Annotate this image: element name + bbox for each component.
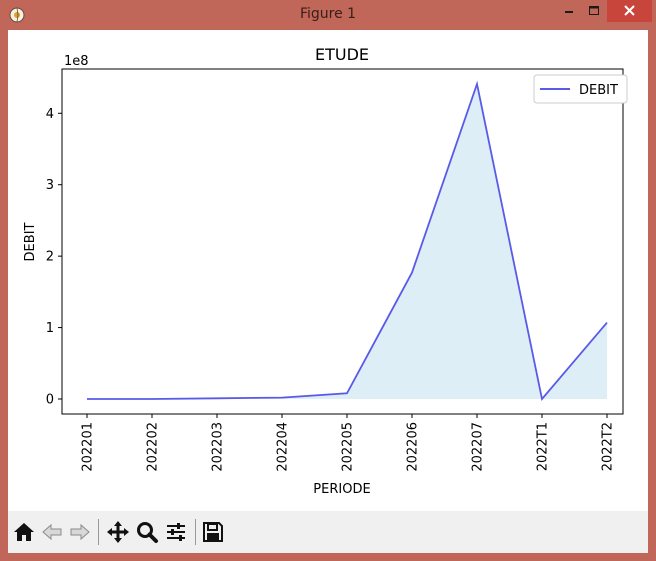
x-tick-label: 2022T1 <box>536 422 551 471</box>
tick-layer: 202201 202202 202203 202204 202205 202206 2022… <box>46 107 616 472</box>
legend: DEBIT <box>533 74 628 104</box>
close-icon <box>624 5 635 16</box>
y-tick-label: 4 <box>46 107 54 122</box>
plot-frame <box>61 68 624 415</box>
zoom-icon <box>137 522 158 543</box>
home-icon <box>14 523 34 541</box>
x-tick-label: 202201 <box>81 422 96 472</box>
y-tick-label: 0 <box>46 393 54 408</box>
x-tick-label: 202206 <box>406 422 421 472</box>
window-title: Figure 1 <box>299 6 357 22</box>
back-button[interactable] <box>40 520 64 544</box>
chart-title: ETUDE <box>315 45 369 64</box>
title-bar[interactable]: Figure 1 <box>0 0 656 30</box>
x-tick-label: 202207 <box>471 422 486 472</box>
maximize-icon <box>589 6 599 15</box>
x-tick-label: 202205 <box>341 422 356 472</box>
series-area-fill <box>87 84 607 399</box>
toolbar-separator <box>98 519 99 545</box>
y-tick-label: 1 <box>46 321 54 336</box>
plot-canvas[interactable]: 202201 202202 202203 202204 202205 202206 2022… <box>8 30 648 511</box>
back-arrow-icon <box>42 523 62 541</box>
configure-subplots-icon <box>167 523 185 541</box>
home-button[interactable] <box>12 520 36 544</box>
pan-icon <box>107 521 129 543</box>
navigation-toolbar <box>8 511 648 553</box>
toolbar-separator <box>195 519 196 545</box>
forward-arrow-icon <box>70 523 90 541</box>
save-button[interactable] <box>201 520 225 544</box>
y-tick-label: 3 <box>46 178 54 193</box>
save-icon <box>203 522 223 542</box>
forward-button[interactable] <box>68 520 92 544</box>
x-tick-label: 2022T2 <box>601 422 616 471</box>
minimize-icon <box>565 11 573 13</box>
x-tick-label: 202202 <box>146 422 161 472</box>
minimize-button[interactable] <box>556 0 582 22</box>
configure-subplots-button[interactable] <box>164 520 188 544</box>
legend-label: DEBIT <box>579 83 618 98</box>
y-axis-label: DEBIT <box>23 222 38 261</box>
maximize-button[interactable] <box>582 0 606 22</box>
pan-button[interactable] <box>106 520 130 544</box>
area-layer <box>86 80 608 401</box>
x-axis-label: PERIODE <box>313 482 370 497</box>
x-tick-label: 202203 <box>211 422 226 472</box>
close-button[interactable] <box>607 0 652 22</box>
app-icon <box>9 7 25 23</box>
zoom-button[interactable] <box>135 520 159 544</box>
y-tick-label: 2 <box>46 250 54 265</box>
figure-canvas-area: 202201 202202 202203 202204 202205 202206 2022… <box>8 30 648 553</box>
y-offset-label: 1e8 <box>64 54 89 69</box>
x-tick-label: 202204 <box>276 422 291 472</box>
legend-box <box>533 74 628 104</box>
